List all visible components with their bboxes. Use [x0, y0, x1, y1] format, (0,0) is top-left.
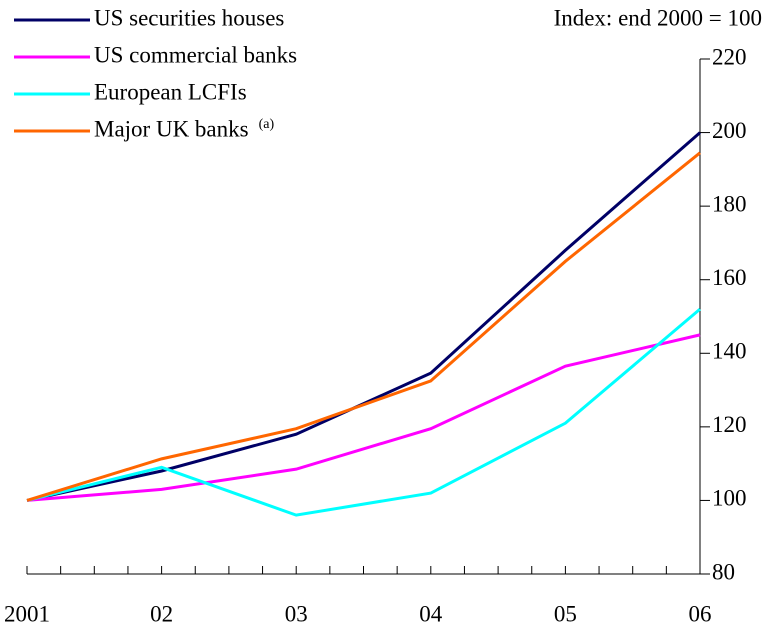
y-tick-label: 200 [712, 118, 747, 143]
y-tick-label: 140 [712, 339, 747, 364]
x-tick-label: 04 [419, 601, 443, 626]
legend-label: US securities houses [94, 5, 284, 30]
x-tick-label: 02 [150, 601, 173, 626]
series-line [26, 307, 701, 517]
series-line [26, 151, 701, 502]
x-tick-label: 05 [554, 601, 577, 626]
legend-note: (a) [259, 117, 275, 132]
y-tick-label: 180 [712, 191, 747, 216]
y-tick-label: 220 [712, 44, 747, 69]
y-tick-label: 80 [712, 559, 735, 584]
annotation: Index: end 2000 = 100 [554, 5, 762, 30]
legend-label: Major UK banks [94, 116, 249, 141]
y-tick-label: 160 [712, 265, 747, 290]
legend-label: European LCFIs [94, 79, 247, 104]
x-tick-label: 06 [689, 601, 712, 626]
y-tick-label: 100 [712, 486, 747, 511]
x-tick-label: 2001 [4, 601, 50, 626]
series-line [26, 131, 701, 502]
x-tick-label: 03 [285, 601, 308, 626]
series-line [26, 333, 701, 502]
y-tick-label: 120 [712, 412, 747, 437]
legend-label: US commercial banks [94, 42, 297, 67]
